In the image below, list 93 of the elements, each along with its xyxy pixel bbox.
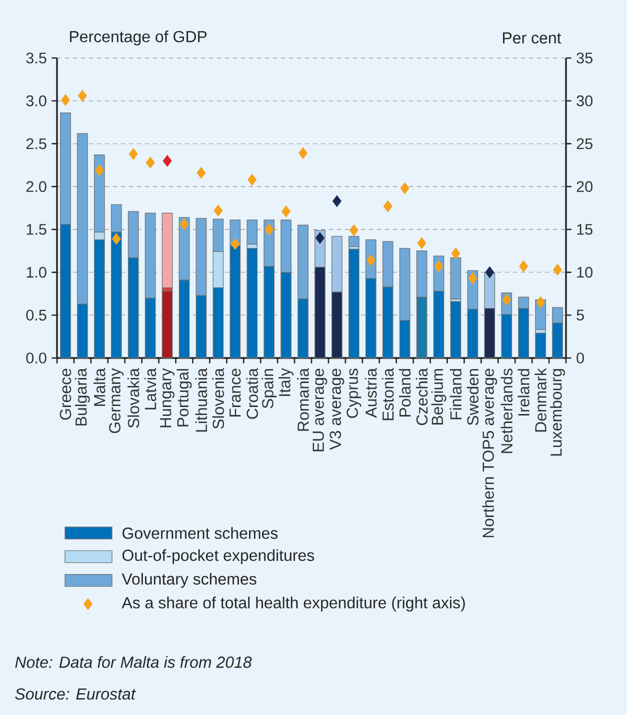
- point: [451, 248, 460, 260]
- point: [264, 224, 274, 236]
- x-tick-label: Bulgaria: [75, 368, 90, 426]
- y2-axis-title: Per cent: [503, 32, 562, 44]
- y-tick-label: 2.0: [26, 181, 46, 192]
- y-tick-label: 1.5: [26, 224, 46, 235]
- x-tick-label: Denmark: [534, 368, 546, 432]
- y2-tick-label: 0: [576, 352, 584, 364]
- text: Note: Data for Malta is from 2018: [15, 656, 252, 668]
- x-tick-label: Germany: [109, 368, 124, 434]
- x-tick-label: Poland: [398, 369, 411, 417]
- point: [553, 264, 562, 276]
- point: [519, 260, 528, 272]
- y2-tick-label: 25: [576, 138, 592, 150]
- point: [282, 206, 291, 218]
- y2-tick-label: 30: [576, 95, 592, 106]
- x-tick-label: V3 average: [330, 368, 344, 450]
- bar: [162, 212, 173, 288]
- x-tick-label: Netherlands: [500, 368, 512, 453]
- x-tick-label: Latvia: [144, 368, 156, 410]
- x-tick-label: Lithuania: [195, 368, 208, 432]
- y2-tick-label: 10: [577, 266, 592, 278]
- bar: [162, 290, 173, 358]
- x-tick-label: Malta: [94, 368, 106, 406]
- point: [316, 232, 324, 244]
- y-tick-label: 2.5: [26, 138, 46, 150]
- point: [468, 272, 478, 284]
- bar: [246, 220, 258, 244]
- point: [162, 154, 172, 167]
- point: [400, 182, 410, 194]
- x-tick-label: Slovakia: [127, 368, 140, 428]
- y-tick-label: 1.0: [26, 266, 46, 278]
- x-tick-label: EU average: [312, 368, 328, 452]
- x-tick-label: Austria: [365, 368, 377, 418]
- point: [196, 166, 206, 179]
- point: [78, 90, 87, 102]
- point: [61, 94, 70, 106]
- y-tick-label: 0.0: [26, 352, 46, 364]
- x-tick-label: Northern TOP5 average: [482, 368, 498, 538]
- y-axis-title: Percentage of GDP: [70, 30, 207, 46]
- y2-tick-label: 35: [576, 52, 592, 64]
- x-tick-label: Luxembourg: [550, 369, 565, 456]
- point: [298, 147, 308, 160]
- point: [214, 204, 223, 216]
- point: [248, 174, 257, 186]
- legend-label: Out-of-pocket expenditures: [122, 549, 314, 564]
- x-tick-label: Finland: [450, 369, 462, 420]
- x-tick-label: Czechia: [416, 368, 428, 426]
- bar: [348, 248, 360, 358]
- point: [417, 237, 426, 250]
- y2-tick-label: 15: [577, 224, 592, 235]
- point: [112, 232, 121, 245]
- x-tick-label: Romania: [297, 368, 309, 431]
- point: [180, 218, 189, 230]
- x-tick-label: Portugal: [176, 369, 192, 426]
- point: [383, 200, 392, 212]
- bar: [246, 248, 258, 358]
- bar: [450, 257, 462, 300]
- source-note: Source: Eurostat: [15, 688, 136, 700]
- point: [434, 260, 444, 272]
- legend-label: Voluntary schemes: [122, 572, 256, 588]
- y-tick-label: 3.0: [26, 95, 46, 106]
- x-tick-label: France: [230, 368, 241, 417]
- x-tick-label: Spain: [262, 369, 277, 408]
- point: [128, 148, 138, 160]
- point: [94, 164, 104, 176]
- point: [485, 266, 494, 278]
- legend-label: As a share of total health expenditure (right axis): [122, 596, 465, 612]
- bar: [535, 332, 546, 358]
- bar: [348, 236, 360, 247]
- point: [146, 156, 155, 168]
- x-tick-label: Italy: [278, 368, 294, 396]
- y2-tick-label: 5: [576, 310, 584, 320]
- x-tick-label: Greece: [60, 368, 72, 420]
- y-tick-label: 0.5: [26, 310, 46, 321]
- x-tick-label: Hungary: [160, 368, 174, 428]
- y-tick-label: 3.5: [26, 52, 46, 64]
- legend-label: Government schemes: [122, 527, 278, 539]
- x-tick-label: Ireland: [518, 369, 530, 416]
- point: [366, 254, 376, 266]
- point: [349, 224, 358, 236]
- x-tick-label: Slovenia: [212, 368, 224, 429]
- y2-tick-label: 20: [576, 181, 592, 192]
- bar: [450, 301, 462, 358]
- point: [230, 238, 240, 250]
- x-tick-label: Cyprus: [346, 368, 362, 418]
- point: [502, 294, 512, 306]
- x-tick-label: Croatia: [246, 368, 258, 419]
- point: [536, 296, 546, 308]
- point: [332, 195, 342, 208]
- x-tick-label: Sweden: [466, 369, 479, 426]
- x-tick-label: Estonia: [382, 368, 394, 420]
- x-tick-label: Belgium: [431, 369, 446, 425]
